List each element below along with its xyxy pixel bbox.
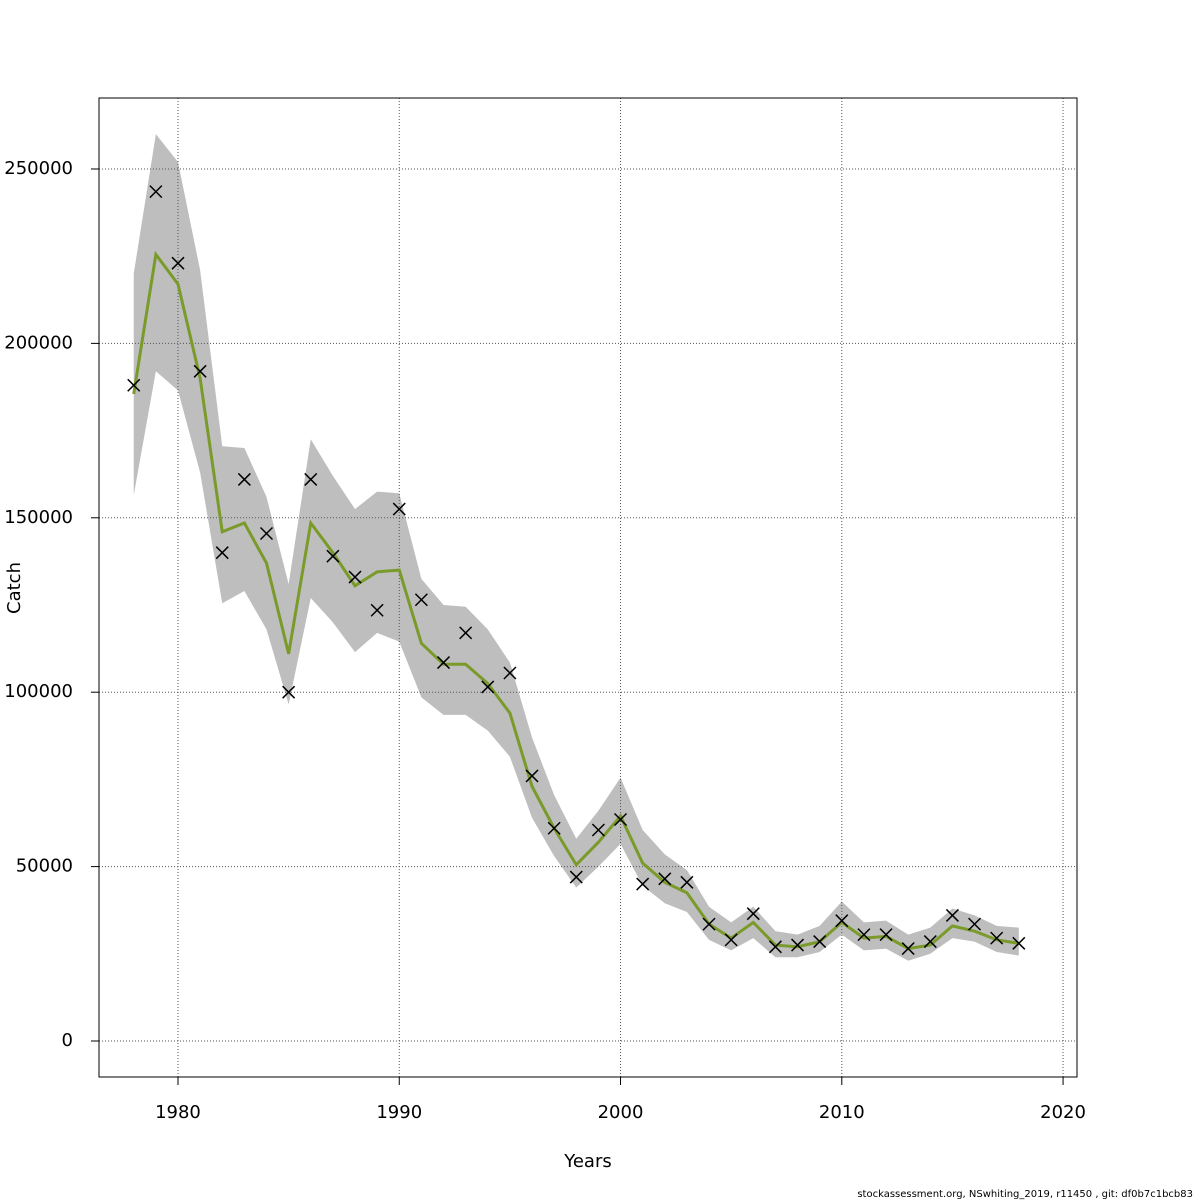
observed-marker [304,472,318,486]
observed-marker [945,908,959,922]
plot-frame [98,97,1078,1078]
footnote: stockassessment.org, NSwhiting_2019, r11… [857,1189,1193,1200]
x-tick-label: 2010 [819,1102,865,1123]
observed-marker [901,942,915,956]
observed-marker [658,872,672,886]
observed-marker [1012,936,1026,950]
estimate-line [132,250,1020,951]
observed-marker [813,935,827,949]
observed-marker [237,472,251,486]
observed-marker [636,877,650,891]
observed-marker [613,812,628,827]
observed-marker [680,875,694,889]
observed-marker [791,938,805,952]
y-tick-label: 200000 [4,332,73,353]
observed-marker [149,185,163,199]
observed-marker [171,256,185,270]
confidence-band [133,134,1019,961]
y-tick-label: 100000 [4,681,73,702]
observed-marker [348,570,362,584]
observed-marker [193,364,207,378]
y-tick-label: 250000 [4,158,73,179]
observed-marker [591,823,605,837]
y-tick-label: 50000 [16,856,73,877]
observed-marker [525,769,539,783]
observed-marker [968,917,982,931]
observed-marker [127,378,141,392]
x-tick-label: 2000 [598,1102,644,1123]
x-axis-label: Years [563,1151,612,1172]
observed-marker [259,526,274,541]
observed-marker [990,931,1004,945]
observed-marker [414,593,428,607]
observed-marker [215,546,229,560]
observed-marker [746,907,760,921]
y-tick-label: 0 [62,1030,73,1051]
observed-marker [547,821,561,835]
observed-marker [702,917,716,931]
observed-marker [370,603,384,617]
observed-marker [724,933,738,947]
observed-marker [282,685,296,699]
observed-marker [768,940,782,954]
observed-marker [857,928,871,942]
observed-marker [503,666,517,680]
y-tick-label: 150000 [4,507,73,528]
observed-marker [923,935,937,949]
observed-marker [459,626,473,640]
y-axis-label: Catch [4,562,25,614]
observed-marker [326,549,340,563]
observed-marker [392,502,406,516]
observed-marker [835,914,849,928]
observed-marker [436,656,451,670]
x-tick-label: 1990 [376,1102,422,1123]
observed-marker [481,680,495,694]
observed-marker [569,870,583,884]
x-tick-label: 2020 [1040,1102,1086,1123]
observed-marker [879,928,893,942]
x-tick-label: 1980 [155,1102,201,1123]
